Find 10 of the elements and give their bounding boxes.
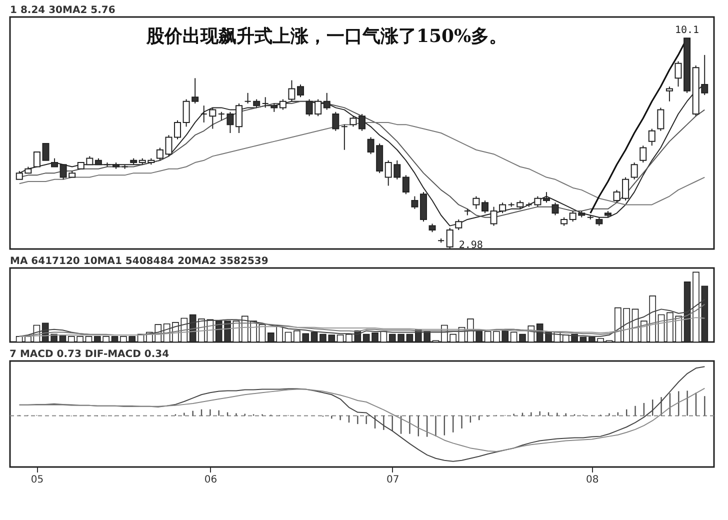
- chart-title: MA 6417120 10MA1 5408484 20MA2 3582539: [10, 256, 268, 267]
- x-tick-label: 08: [586, 474, 599, 486]
- annotation: 2.98: [458, 240, 483, 251]
- x-tick-label: 06: [204, 474, 218, 486]
- annotation: 股价出现飙升式上涨，一口气涨了150%多。: [145, 26, 508, 47]
- chart-title: 1 8.24 30MA2 5.76: [10, 5, 116, 16]
- text: 10.1: [674, 25, 700, 36]
- x-tick-label: 05: [30, 474, 44, 486]
- chart-title: 7 MACD 0.73 DIF-MACD 0.34: [10, 349, 170, 360]
- x-tick-label: 07: [386, 474, 400, 486]
